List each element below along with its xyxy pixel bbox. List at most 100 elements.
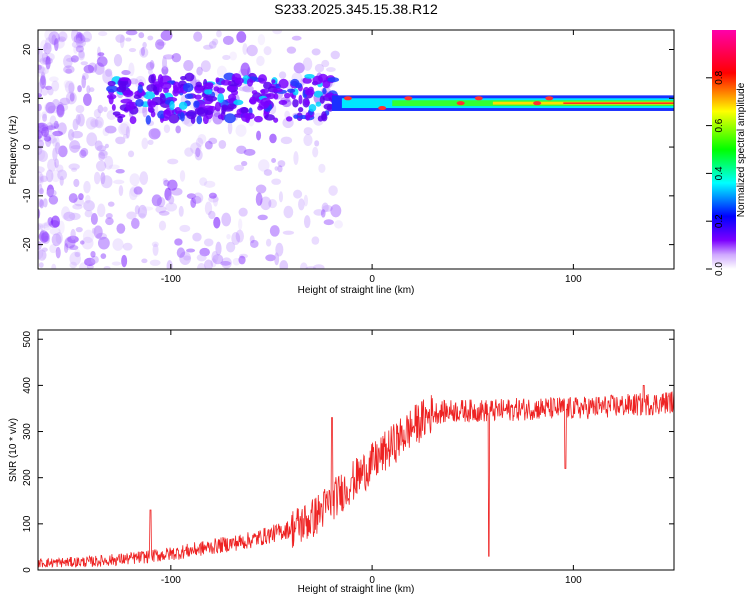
spectrogram-band-blob	[294, 82, 303, 89]
spectrogram-band-blob	[304, 73, 315, 79]
spectrogram-noise-blob	[149, 60, 155, 69]
spectrogram-noise-blob	[133, 186, 143, 195]
spectrogram-noise-blob	[50, 215, 61, 228]
spectrogram-noise-blob	[51, 263, 57, 269]
spectrogram-band-blob	[190, 115, 196, 125]
spectrogram-noise-blob	[38, 240, 42, 250]
spectrogram-band-blob	[118, 77, 130, 82]
spectrogram-band-blob	[163, 109, 171, 119]
spectrogram-noise-blob	[38, 223, 41, 231]
spectrogram-noise-blob	[82, 31, 93, 43]
spectrogram-noise-blob	[208, 40, 217, 49]
spectrogram-noise-blob	[105, 217, 114, 226]
spectrogram-noise-blob	[194, 149, 203, 161]
spectrogram-noise-blob	[75, 45, 84, 53]
spectrogram-noise-blob	[235, 124, 247, 137]
spectrogram-band-blob	[182, 82, 194, 93]
spectrogram-noise-blob	[68, 163, 80, 170]
spectrogram-band-blob	[278, 78, 289, 89]
spectrogram-noise-blob	[167, 158, 179, 165]
spectrogram-band-blob	[112, 111, 121, 116]
spectrogram-band-blob	[145, 115, 152, 125]
spectrogram-noise-blob	[227, 121, 233, 135]
spectrogram-noise-blob	[145, 62, 155, 71]
spectrogram-noise-blob	[38, 66, 46, 78]
spectrogram-band-blob	[302, 77, 312, 84]
spectrogram-noise-blob	[69, 261, 77, 269]
spectrogram-band-blob	[195, 81, 202, 88]
spectrogram-noise-blob	[142, 41, 147, 49]
spectrogram-noise-blob	[167, 179, 178, 191]
spectrogram-noise-blob	[63, 54, 73, 69]
spectrogram-noise-blob	[160, 30, 173, 41]
spectrogram-noise-blob	[77, 85, 82, 93]
spectrogram-noise-blob	[113, 54, 123, 67]
spectrogram-noise-blob	[128, 62, 135, 77]
spectrogram-noise-blob	[73, 45, 78, 54]
spectrogram-band-blob	[305, 112, 311, 121]
spectrogram-noise-blob	[39, 75, 47, 89]
spectrogram-noise-blob	[93, 108, 102, 119]
spectrogram-noise-blob	[83, 93, 92, 106]
spectrogram-noise-blob	[112, 238, 124, 251]
snr-y-tick-label: 300	[22, 423, 33, 440]
spectrogram-noise-blob	[141, 206, 154, 211]
spectrogram-noise-blob	[75, 104, 85, 114]
spectrogram-noise-blob	[163, 179, 170, 187]
spectrogram-band-blob	[240, 107, 249, 114]
spectrogram-noise-blob	[44, 30, 54, 41]
spectrogram-noise-blob	[239, 253, 248, 259]
spectrogram-band-blob	[220, 79, 232, 86]
spectrogram-noise-blob	[211, 250, 219, 263]
spectrogram-band-blob	[272, 88, 283, 93]
spectrogram-noise-blob	[73, 178, 80, 188]
spectrogram-band-blob	[184, 93, 194, 100]
spectrogram-noise-blob	[204, 201, 213, 215]
spectrogram-noise-blob	[278, 71, 287, 79]
spectrogram-noise-blob	[127, 150, 135, 158]
spectrogram-noise-blob	[41, 231, 50, 243]
spectrogram-noise-blob	[113, 179, 125, 185]
spectrogram-noise-blob	[208, 195, 219, 203]
colorbar-tick-label: 0.0	[714, 262, 725, 276]
spectrogram-x-label: Height of straight line (km)	[298, 285, 415, 296]
spectrogram-noise-blob	[85, 116, 97, 130]
spectrogram-band-blob	[107, 80, 116, 87]
spectrogram-band-blob	[285, 116, 293, 122]
snr-x-tick-label: 0	[369, 575, 375, 586]
spectrogram-noise-blob	[269, 225, 280, 237]
spectrogram-noise-blob	[38, 103, 42, 112]
spectrogram-band-blob	[234, 77, 244, 84]
spectrogram-noise-blob	[271, 178, 282, 185]
spectrogram-noise-blob	[321, 202, 329, 213]
spectrogram-noise-blob	[157, 41, 167, 46]
spectrogram-band-blob	[293, 114, 299, 119]
spectrogram-band-blob	[174, 106, 182, 114]
spectrogram-noise-blob	[232, 257, 241, 266]
spectrogram-noise-blob	[102, 127, 110, 137]
spectrogram-noise-blob	[83, 200, 95, 212]
spectrogram-noise-blob	[274, 166, 279, 171]
colorbar-tick-label: 0.6	[714, 118, 725, 132]
spectrogram-noise-blob	[311, 236, 320, 245]
spectrogram-noise-blob	[268, 199, 277, 209]
snr-x-label: Height of straight line (km)	[298, 584, 415, 595]
spectrogram-band-blob	[214, 101, 221, 112]
spectrogram-noise-blob	[71, 167, 78, 172]
spectrogram-noise-blob	[100, 175, 113, 189]
spectrogram-noise-blob	[298, 198, 305, 211]
spectrogram-band-blob	[324, 93, 333, 98]
spectrogram-band-blob	[292, 99, 299, 108]
spectrogram-noise-blob	[76, 37, 82, 47]
spectrogram-band-blob	[143, 91, 156, 100]
spectrogram-noise-blob	[147, 139, 154, 146]
snr-x-tick-label: 100	[565, 575, 582, 586]
colorbar-tick-label: 0.4	[714, 166, 725, 180]
spectrogram-noise-blob	[108, 164, 120, 170]
spectrogram-noise-blob	[163, 124, 171, 134]
spectrogram-noise-blob	[55, 231, 63, 244]
spectrogram-band-blob	[108, 94, 114, 105]
spectrogram-noise-blob	[57, 36, 67, 43]
spectrogram-marks	[38, 30, 674, 269]
spectrogram-noise-blob	[141, 258, 148, 264]
